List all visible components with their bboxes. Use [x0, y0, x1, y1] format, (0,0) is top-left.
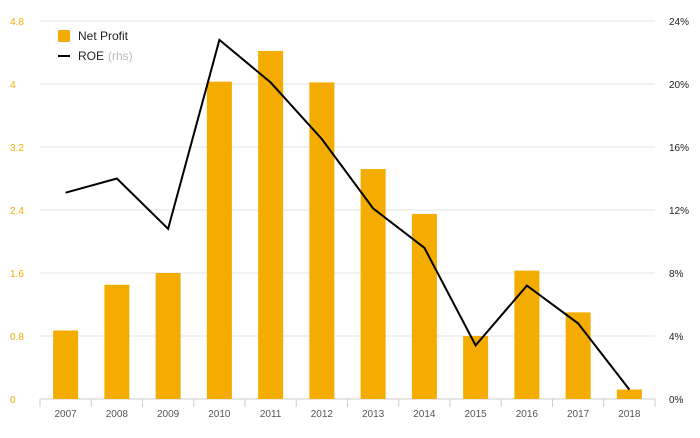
- bar-net-profit: [53, 330, 79, 399]
- x-tick-label: 2007: [55, 409, 78, 420]
- y-left-tick-label: 2.4: [10, 206, 24, 217]
- bar-net-profit: [258, 50, 284, 400]
- x-tick-label: 2018: [618, 409, 641, 420]
- bar-net-profit: [309, 82, 335, 400]
- legend-item-net-profit: Net Profit: [58, 26, 133, 46]
- y-left-tick-label: 4.8: [10, 17, 24, 28]
- y-right-tick-label: 4%: [669, 332, 684, 343]
- bar-net-profit: [411, 213, 437, 399]
- y-left-tick-label: 0: [10, 395, 16, 406]
- y-right-tick-label: 12%: [669, 206, 689, 217]
- bar-net-profit: [206, 81, 232, 399]
- y-left-tick-label: 4: [10, 80, 16, 91]
- bar-net-profit: [155, 273, 181, 399]
- x-tick-label: 2016: [516, 409, 539, 420]
- x-tick-label: 2008: [106, 409, 129, 420]
- y-left-tick-label: 1.6: [10, 269, 24, 280]
- bar-net-profit: [514, 270, 540, 399]
- x-tick-label: 2017: [567, 409, 590, 420]
- x-tick-label: 2013: [362, 409, 385, 420]
- y-right-tick-label: 0%: [669, 395, 684, 406]
- roe-swatch: [58, 55, 70, 57]
- bar-net-profit: [616, 389, 642, 399]
- x-tick-label: 2014: [413, 409, 436, 420]
- bar-net-profit: [565, 312, 591, 399]
- line-roe: [65, 38, 631, 391]
- y-right-tick-label: 16%: [669, 143, 689, 154]
- x-tick-label: 2015: [465, 409, 488, 420]
- x-tick-label: 2011: [260, 409, 282, 420]
- x-tick-label: 2009: [157, 409, 180, 420]
- x-tick-label: 2012: [311, 409, 334, 420]
- legend: Net Profit ROE (rhs): [58, 26, 133, 66]
- legend-label-roe-suffix: (rhs): [108, 49, 133, 63]
- y-right-tick-label: 20%: [669, 80, 689, 91]
- legend-label-roe: ROE: [78, 49, 105, 63]
- y-right-tick-label: 24%: [669, 17, 689, 28]
- legend-label-net-profit: Net Profit: [78, 29, 129, 43]
- y-left-tick-label: 0.8: [10, 332, 24, 343]
- bar-net-profit: [360, 169, 386, 399]
- x-tick-label: 2010: [208, 409, 231, 420]
- bar-net-profit: [104, 284, 130, 399]
- y-right-tick-label: 8%: [669, 269, 684, 280]
- legend-item-roe: ROE (rhs): [58, 46, 133, 66]
- y-left-tick-label: 3.2: [10, 143, 24, 154]
- net-profit-swatch: [58, 30, 70, 42]
